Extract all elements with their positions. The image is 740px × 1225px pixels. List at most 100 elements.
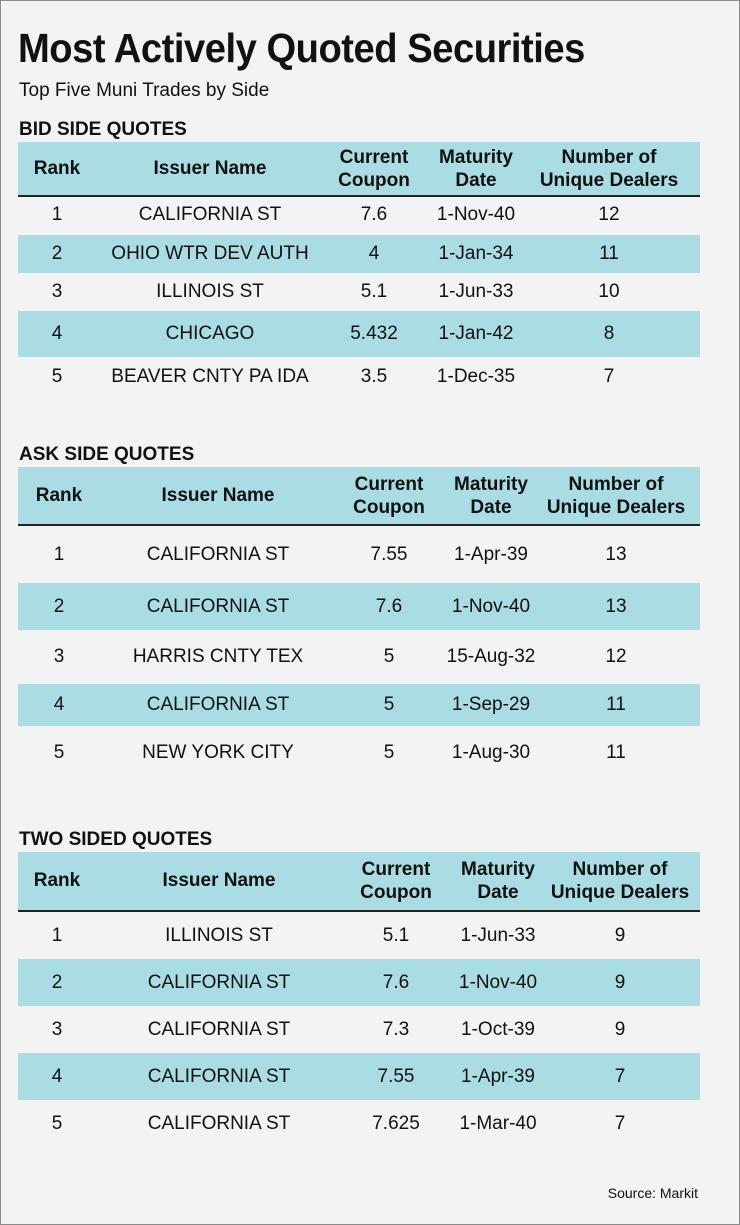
maturity-cell: 1-Nov-40 — [451, 596, 531, 617]
table-row: 4 CHICAGO 5.432 1-Jan-42 8 — [18, 311, 700, 357]
header-coupon: Current Coupon — [353, 473, 425, 519]
maturity-cell: 1-Sep-29 — [451, 694, 531, 715]
maturity-cell: 1-Nov-40 — [458, 972, 538, 993]
issuer-cell: CALIFORNIA ST — [147, 1019, 291, 1040]
rank-cell: 3 — [53, 646, 65, 667]
section-label: TWO SIDED QUOTES — [19, 829, 213, 850]
coupon-cell: 5 — [383, 646, 395, 667]
dealers-cell: 9 — [614, 972, 626, 993]
table-row: 4 CALIFORNIA ST 7.55 1-Apr-39 7 — [18, 1053, 700, 1100]
coupon-cell: 5 — [383, 694, 395, 715]
header-dealers-line: Number of — [572, 859, 668, 880]
issuer-cell: CALIFORNIA ST — [146, 544, 290, 565]
dealers-cell: 7 — [614, 1113, 626, 1134]
issuer-cell: NEW YORK CITY — [142, 742, 294, 763]
dealers-cell: 7 — [603, 366, 615, 387]
quotes-table: Rank Issuer Name Current Coupon Maturity Date… — [18, 467, 700, 778]
table-row: 3 HARRIS CNTY TEX 5 15-Aug-32 12 — [18, 630, 700, 684]
issuer-cell: HARRIS CNTY TEX — [132, 646, 304, 667]
quotes-table: Rank Issuer Name Current Coupon Maturity Date… — [18, 852, 700, 1145]
header-coupon-line: Coupon — [353, 497, 425, 518]
table-header: Rank Issuer Name Current Coupon Maturity Date… — [18, 467, 700, 526]
rank-cell: 2 — [53, 596, 65, 617]
header-coupon-line: Current — [354, 474, 424, 495]
header-coupon-line: Coupon — [360, 882, 432, 903]
table-row: 2 CALIFORNIA ST 7.6 1-Nov-40 9 — [18, 959, 700, 1006]
table-row: 5 BEAVER CNTY PA IDA 3.5 1-Dec-35 7 — [18, 357, 700, 397]
section-label: BID SIDE QUOTES — [19, 119, 187, 140]
dealers-cell: 13 — [605, 596, 627, 617]
header-dealers-line: Unique Dealers — [539, 170, 679, 191]
coupon-cell: 7.3 — [382, 1019, 410, 1040]
table-row: 1 CALIFORNIA ST 7.6 1-Nov-40 12 — [18, 197, 700, 233]
rank-cell: 5 — [51, 366, 63, 387]
maturity-cell: 1-Nov-40 — [436, 204, 516, 225]
maturity-cell: 1-Jun-33 — [438, 281, 514, 302]
table-row: 4 CALIFORNIA ST 5 1-Sep-29 11 — [18, 684, 700, 726]
header-maturity-line: Maturity — [461, 859, 535, 880]
dealers-cell: 11 — [606, 742, 626, 763]
maturity-cell: 1-Jan-42 — [438, 323, 514, 344]
dealers-cell: 12 — [598, 204, 620, 225]
issuer-cell: CALIFORNIA ST — [147, 972, 291, 993]
header-dealers-line: Number of — [568, 474, 664, 495]
maturity-cell: 1-Dec-35 — [436, 366, 516, 387]
section-label: ASK SIDE QUOTES — [19, 444, 195, 465]
table-row: 5 CALIFORNIA ST 7.625 1-Mar-40 7 — [18, 1100, 700, 1147]
rank-cell: 2 — [51, 972, 63, 993]
dealers-cell: 12 — [605, 646, 627, 667]
header-maturity: Maturity Date — [454, 473, 528, 519]
rank-cell: 1 — [51, 925, 63, 946]
rank-cell: 1 — [51, 204, 63, 225]
table-header: Rank Issuer Name Current Coupon Maturity Date… — [18, 852, 700, 912]
header-rank: Rank — [33, 870, 81, 891]
header-dealers-line: Unique Dealers — [546, 497, 686, 518]
header-maturity-line: Maturity — [439, 147, 513, 168]
header-maturity-line: Date — [477, 882, 519, 903]
header-dealers: Number of Unique Dealers — [547, 473, 685, 519]
coupon-cell: 7.6 — [382, 972, 410, 993]
table-header: Rank Issuer Name Current Coupon Maturity Date… — [18, 142, 700, 197]
header-coupon-line: Current — [339, 147, 409, 168]
header-maturity-line: Maturity — [454, 474, 528, 495]
issuer-cell: ILLINOIS ST — [165, 925, 273, 946]
coupon-cell: 5.1 — [360, 281, 388, 302]
header-coupon: Current Coupon — [338, 146, 410, 192]
coupon-cell: 5.432 — [350, 323, 398, 344]
issuer-cell: BEAVER CNTY PA IDA — [111, 366, 309, 387]
header-coupon-line: Coupon — [338, 170, 410, 191]
quotes-table: Rank Issuer Name Current Coupon Maturity Date… — [18, 142, 700, 395]
maturity-cell: 1-Aug-30 — [451, 742, 531, 763]
maturity-cell: 1-Apr-39 — [461, 1066, 535, 1087]
issuer-cell: OHIO WTR DEV AUTH — [111, 243, 309, 264]
rank-cell: 4 — [51, 323, 63, 344]
maturity-cell: 1-Jun-33 — [460, 925, 536, 946]
header-maturity: Maturity Date — [439, 146, 513, 192]
coupon-cell: 4 — [368, 243, 380, 264]
page-subtitle: Top Five Muni Trades by Side — [19, 80, 270, 101]
dealers-cell: 9 — [614, 1019, 626, 1040]
source-note: Source: Markit — [607, 1185, 698, 1201]
header-maturity: Maturity Date — [461, 858, 535, 904]
issuer-cell: CHICAGO — [165, 323, 255, 344]
dealers-cell: 8 — [603, 323, 615, 344]
rank-cell: 3 — [51, 1019, 63, 1040]
coupon-cell: 7.6 — [375, 596, 403, 617]
header-issuer: Issuer Name — [153, 158, 267, 179]
rank-cell: 4 — [51, 1066, 63, 1087]
header-issuer: Issuer Name — [162, 870, 276, 891]
issuer-cell: ILLINOIS ST — [156, 281, 264, 302]
header-dealers: Number of Unique Dealers — [540, 146, 678, 192]
page-title: Most Actively Quoted Securities — [18, 25, 585, 71]
maturity-cell: 1-Oct-39 — [461, 1019, 535, 1040]
header-dealers-line: Unique Dealers — [550, 882, 690, 903]
dealers-cell: 10 — [598, 281, 620, 302]
table-row: 2 CALIFORNIA ST 7.6 1-Nov-40 13 — [18, 583, 700, 630]
dealers-cell: 9 — [614, 925, 626, 946]
issuer-cell: CALIFORNIA ST — [146, 694, 290, 715]
issuer-cell: CALIFORNIA ST — [147, 1113, 291, 1134]
issuer-cell: CALIFORNIA ST — [146, 596, 290, 617]
header-maturity-line: Date — [470, 497, 512, 518]
maturity-cell: 1-Mar-40 — [459, 1113, 537, 1134]
table-row: 5 NEW YORK CITY 5 1-Aug-30 11 — [18, 726, 700, 780]
